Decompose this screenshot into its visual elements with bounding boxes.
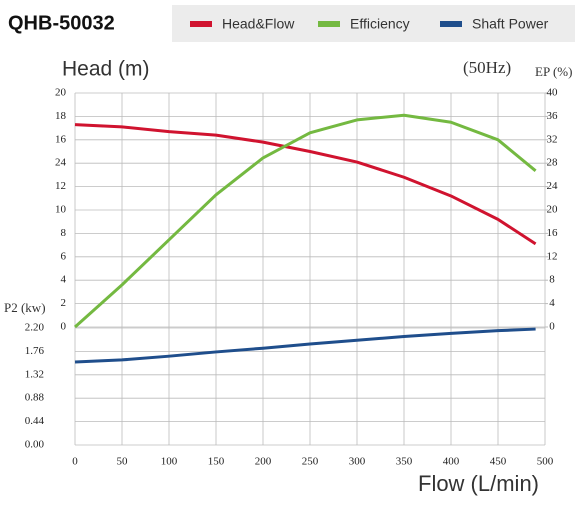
y2-tick-label: 32 xyxy=(547,133,558,145)
y3-tick-label: 0.44 xyxy=(25,415,45,427)
x-axis-label: Flow (L/min) xyxy=(418,471,539,496)
y-tick-label: 10 xyxy=(55,204,67,216)
x-tick-label: 150 xyxy=(208,456,225,468)
y2-tick-label: 12 xyxy=(547,250,558,262)
x-tick-label: 250 xyxy=(302,456,319,468)
y-tick-label: 8 xyxy=(61,227,67,239)
y2-tick-label: 8 xyxy=(549,274,555,286)
y2-tick-label: 36 xyxy=(547,110,559,122)
y-tick-label: 24 xyxy=(55,157,67,169)
y2-tick-label: 40 xyxy=(547,87,559,99)
x-tick-label: 500 xyxy=(537,456,554,468)
series-line xyxy=(73,113,537,329)
y2-tick-label: 0 xyxy=(549,321,555,333)
legend-label: Efficiency xyxy=(350,16,410,32)
chart-title: QHB-50032 xyxy=(8,12,115,34)
x-tick-label: 350 xyxy=(396,456,413,468)
y3-tick-label: 2.20 xyxy=(25,322,45,334)
y3-tick-label: 0.00 xyxy=(25,439,45,451)
y3-tick-label: 0.88 xyxy=(25,392,45,404)
y-tick-label: 16 xyxy=(55,133,67,145)
y-tick-label: 2 xyxy=(61,297,67,309)
y2-tick-label: 20 xyxy=(547,204,559,216)
subtitle: (50Hz) xyxy=(463,58,511,77)
y2-tick-label: 16 xyxy=(547,227,559,239)
y-tick-label: 4 xyxy=(61,274,67,286)
y2-tick-label: 4 xyxy=(549,297,555,309)
y3-tick-label: 1.32 xyxy=(25,368,44,380)
y2-tick-label: 28 xyxy=(547,157,559,169)
legend-label: Head&Flow xyxy=(222,16,295,32)
x-tick-label: 300 xyxy=(349,456,366,468)
x-tick-label: 400 xyxy=(443,456,460,468)
y-tick-label: 18 xyxy=(55,110,67,122)
series-line xyxy=(74,123,537,246)
legend-box xyxy=(172,5,575,42)
x-tick-label: 200 xyxy=(255,456,272,468)
legend-label: Shaft Power xyxy=(472,16,549,32)
y3-axis-label: P2 (kw) xyxy=(4,300,46,315)
y-tick-label: 0 xyxy=(61,321,67,333)
x-tick-label: 450 xyxy=(490,456,507,468)
y-tick-label: 12 xyxy=(55,180,66,192)
series-line xyxy=(74,327,536,364)
x-tick-label: 0 xyxy=(72,456,78,468)
x-tick-label: 50 xyxy=(117,456,129,468)
y-axis-label: Head (m) xyxy=(62,58,150,81)
y2-tick-label: 24 xyxy=(547,180,559,192)
y3-tick-label: 1.76 xyxy=(25,345,45,357)
y-tick-label: 6 xyxy=(61,250,67,262)
x-tick-label: 100 xyxy=(161,456,178,468)
y2-axis-label: EP (%) xyxy=(535,64,572,79)
y-tick-label: 20 xyxy=(55,87,67,99)
